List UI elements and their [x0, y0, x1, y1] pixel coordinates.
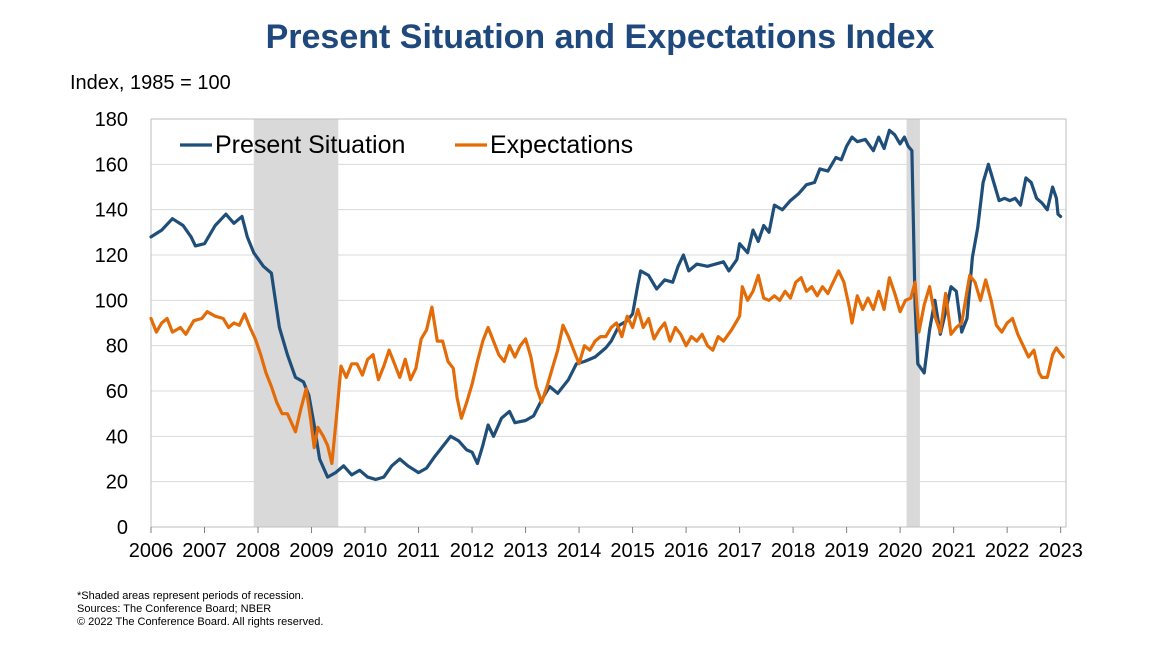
y-tick-label: 20: [106, 472, 128, 494]
y-tick-label: 160: [95, 154, 128, 176]
recession-band-1: [906, 119, 920, 527]
recession-band-0: [253, 119, 339, 527]
x-tick-label: 2013: [503, 540, 548, 562]
x-tick-label: 2009: [289, 540, 334, 562]
plot-border: [150, 118, 1067, 528]
y-tick-label: 180: [95, 109, 128, 131]
series-line-expectations: [149, 269, 1065, 466]
footnote-recession: *Shaded areas represent periods of reces…: [77, 590, 304, 602]
legend-label-0: Present Situation: [215, 131, 405, 159]
x-tick-label: 2021: [931, 540, 976, 562]
chart-title: Present Situation and Expectations Index: [265, 18, 935, 56]
footnotes: *Shaded areas represent periods of reces…: [77, 590, 323, 629]
x-tick-label: 2008: [236, 540, 281, 562]
x-tick-label: 2019: [824, 540, 869, 562]
y-tick-label: 120: [95, 245, 128, 267]
x-tick-label: 2007: [182, 540, 227, 562]
y-tick-label: 100: [95, 290, 128, 312]
y-tick-label: 140: [95, 200, 128, 222]
x-tick-label: 2012: [450, 540, 495, 562]
series-line-present-situation: [149, 128, 1063, 481]
y-tick-label: 0: [117, 517, 128, 539]
y-tick-label: 60: [106, 381, 128, 403]
x-tick-label: 2015: [610, 540, 655, 562]
x-tick-label: 2014: [557, 540, 602, 562]
x-tick-label: 2022: [985, 540, 1030, 562]
footnote-copyright: © 2022 The Conference Board. All rights …: [77, 616, 324, 628]
x-tick-label: 2018: [771, 540, 816, 562]
x-tick-label: 2010: [343, 540, 388, 562]
footnote-sources: Sources: The Conference Board; NBER: [77, 603, 272, 615]
x-tick-label: 2023: [1038, 540, 1083, 562]
x-tick-label: 2020: [878, 540, 923, 562]
y-axis-label: Index, 1985 = 100: [70, 72, 231, 94]
x-tick-label: 2017: [717, 540, 762, 562]
y-tick-label: 40: [106, 426, 128, 448]
legend-label-1: Expectations: [490, 131, 633, 159]
y-tick-label: 80: [106, 336, 128, 358]
x-tick-label: 2006: [129, 540, 174, 562]
x-tick-label: 2011: [397, 540, 440, 562]
x-tick-label: 2016: [664, 540, 709, 562]
